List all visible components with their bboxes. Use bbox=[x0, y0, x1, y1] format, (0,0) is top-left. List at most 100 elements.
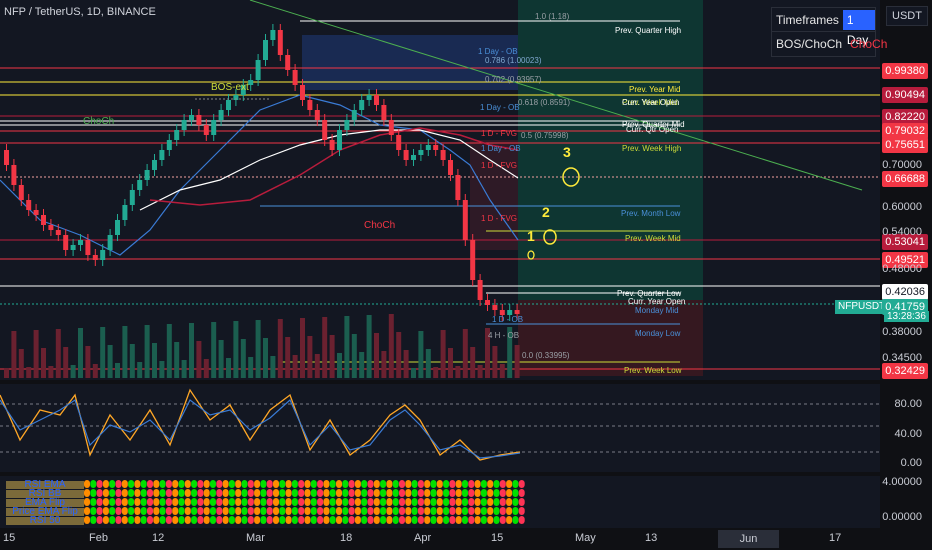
level-label: 1 D - FVG bbox=[481, 129, 518, 138]
volume-bar bbox=[277, 319, 283, 378]
volume-bar bbox=[4, 368, 9, 378]
fvg-zone bbox=[470, 140, 518, 250]
level-label: 0.786 (1.00023) bbox=[485, 56, 542, 65]
flip-cell bbox=[405, 489, 412, 497]
volume-bar bbox=[33, 330, 39, 378]
flip-cell bbox=[323, 480, 330, 488]
flip-cell bbox=[247, 498, 254, 506]
flip-cell bbox=[109, 498, 116, 506]
flip-cell bbox=[134, 507, 141, 515]
flip-cell bbox=[336, 489, 342, 497]
flip-cell bbox=[121, 516, 128, 524]
flip-cell bbox=[165, 507, 172, 515]
flip-cell bbox=[424, 498, 431, 506]
flip-cell bbox=[235, 480, 242, 488]
timeframe-value[interactable]: 1 Day bbox=[842, 9, 875, 47]
level-label: 1 Day - OB bbox=[478, 47, 518, 56]
flip-cell bbox=[512, 489, 519, 497]
flip-cell bbox=[361, 489, 368, 497]
level-label: 1 D - FVG bbox=[481, 214, 518, 223]
currency-button[interactable]: USDT bbox=[886, 6, 928, 26]
flip-cell bbox=[285, 480, 292, 488]
level-label: 1 Day - OB bbox=[480, 103, 520, 112]
flip-cell bbox=[380, 489, 387, 497]
flip-cell bbox=[405, 480, 412, 488]
flip-cell bbox=[298, 498, 305, 506]
flip-cell bbox=[411, 507, 418, 515]
flip-cell bbox=[493, 498, 500, 506]
candlestick-series[interactable] bbox=[4, 24, 520, 321]
volume-bar bbox=[292, 355, 298, 378]
flip-cell bbox=[424, 489, 431, 497]
volume-bar bbox=[100, 327, 106, 378]
flip-cell bbox=[455, 489, 462, 497]
flip-cell bbox=[191, 489, 198, 497]
level-label: 0.702 (0.93957) bbox=[485, 75, 542, 84]
flip-cell bbox=[392, 480, 399, 488]
flip-cell bbox=[159, 516, 166, 524]
choch-value[interactable]: ChoCh bbox=[850, 36, 888, 51]
flip-cell bbox=[386, 480, 393, 488]
oscillator-pane bbox=[0, 384, 880, 472]
trend-line[interactable] bbox=[249, 0, 863, 191]
volume-bar bbox=[107, 345, 113, 378]
legend-rsi-ema: RSI EMA bbox=[6, 480, 84, 490]
flip-cell bbox=[354, 489, 361, 497]
x-label-15b: 15 bbox=[491, 532, 504, 544]
volume-bar bbox=[218, 340, 224, 378]
flip-cell bbox=[386, 507, 393, 515]
flip-cell bbox=[392, 507, 399, 515]
flip-cell bbox=[480, 498, 487, 506]
volume-bar bbox=[226, 358, 231, 378]
flip-cell bbox=[102, 498, 109, 506]
flip-cell bbox=[411, 489, 418, 497]
flip-cell bbox=[102, 516, 109, 524]
flip-cell bbox=[336, 498, 342, 506]
flip-cell bbox=[291, 507, 298, 515]
flip-cell bbox=[291, 516, 298, 524]
axis-0380: 0.38000 bbox=[882, 326, 922, 338]
flip-cell bbox=[84, 507, 90, 515]
wave1-label: 1 bbox=[527, 228, 535, 244]
flip-cell bbox=[304, 507, 311, 515]
level-label: 0.0 (0.33995) bbox=[522, 351, 570, 360]
flip-cell bbox=[342, 516, 349, 524]
flip-cell bbox=[436, 498, 443, 506]
flip-cell bbox=[266, 498, 273, 506]
flip-cell bbox=[247, 507, 254, 515]
flip-cell bbox=[273, 498, 279, 506]
flip-cell bbox=[203, 480, 210, 488]
volume-bar bbox=[329, 335, 335, 378]
volume-bar bbox=[196, 341, 202, 378]
flip-cell bbox=[411, 516, 418, 524]
flip-cell bbox=[518, 498, 525, 506]
axis-0480: 0.48000 bbox=[882, 263, 922, 275]
level-label: 1 D - OB bbox=[492, 315, 524, 324]
timeframe-panel: Timeframes 1 Day BOS/ChoCh ChoCh bbox=[771, 7, 887, 57]
level-label: Prev. Quarter Mid bbox=[622, 120, 685, 129]
flip-cell bbox=[279, 516, 286, 524]
flip-cell bbox=[134, 516, 141, 524]
price-tag: 0.66688 bbox=[882, 171, 928, 187]
flip-cell bbox=[178, 489, 185, 497]
flip-cell bbox=[506, 516, 513, 524]
flip-cell bbox=[487, 489, 494, 497]
flip-cell bbox=[254, 489, 261, 497]
volume-bar bbox=[129, 344, 135, 378]
flip-cell bbox=[449, 480, 456, 488]
volume-bar bbox=[248, 357, 254, 378]
flip-cell bbox=[184, 489, 191, 497]
flip-cell bbox=[153, 516, 160, 524]
flip-cell bbox=[84, 498, 90, 506]
level-label: Prev. Month Low bbox=[621, 209, 681, 218]
pair-tag: NFPUSDT bbox=[835, 300, 889, 314]
price-tag: 0.75651 bbox=[882, 137, 928, 153]
volume-bar bbox=[211, 322, 217, 378]
flip-cell bbox=[115, 507, 122, 515]
flip-cell bbox=[184, 516, 191, 524]
flip-cell bbox=[285, 507, 292, 515]
flip-cell bbox=[462, 498, 468, 506]
flip-cell bbox=[424, 480, 431, 488]
flip-cell bbox=[210, 489, 216, 497]
